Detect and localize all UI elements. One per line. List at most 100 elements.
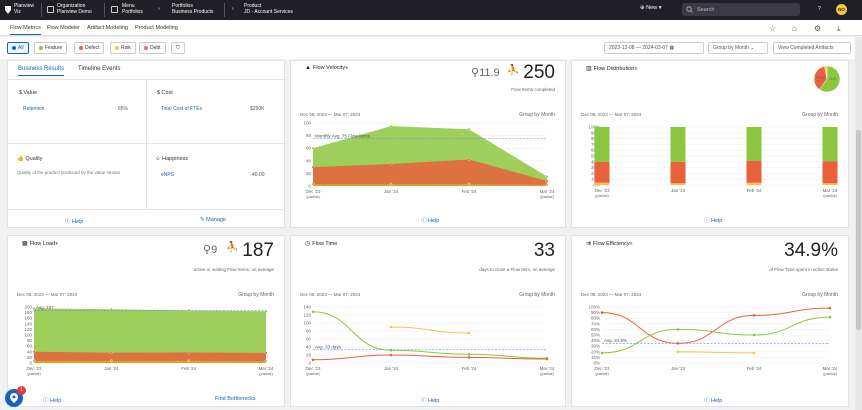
- cost-title: ·$ Cost: [155, 90, 173, 96]
- filter-dot: [79, 45, 83, 50]
- card-title[interactable]: ◷ Flow Time: [305, 241, 338, 247]
- org-selector[interactable]: Organization Planview Demo: [57, 3, 92, 15]
- portfolios-selector[interactable]: Portfolios Business Products: [172, 3, 214, 15]
- help-link[interactable]: ⓘ Help: [421, 398, 440, 404]
- divider: [41, 3, 42, 17]
- cost-item[interactable]: Total Cost of FTEs: [161, 106, 203, 112]
- data-point: [676, 350, 680, 354]
- data-point: [32, 359, 36, 363]
- x-tick-sublabel: (partial): [595, 371, 609, 376]
- data-point: [467, 356, 471, 359]
- tab-flow-metrics[interactable]: Flow Metrics: [10, 25, 41, 35]
- filter-chip-feature[interactable]: Feature: [34, 42, 68, 54]
- x-tick-label: Jan '24: [671, 366, 686, 371]
- distribution-pie: Feat. Def.: [813, 65, 841, 93]
- x-tick-label: Jan '24: [671, 188, 686, 193]
- filter-chip-all[interactable]: All: [7, 42, 29, 54]
- value-item[interactable]: Retention: [23, 106, 45, 112]
- help-link[interactable]: ⓘ Help: [704, 218, 723, 224]
- filter-icon[interactable]: ⛉: [171, 42, 185, 54]
- product-selector[interactable]: Product JD - Account Services: [244, 3, 293, 15]
- data-point: [545, 183, 549, 187]
- data-point: [545, 357, 549, 361]
- card-title[interactable]: ▲ Flow Velocity®: [305, 65, 349, 71]
- x-tick-label: Dec '23: [305, 189, 321, 194]
- group-by-label: Group by Month: [802, 292, 838, 298]
- y-tick-label: 40: [306, 345, 312, 350]
- filter-bar: All Feature Defect Risk Debt ⛉ 2023-12-0…: [0, 37, 862, 59]
- x-tick-sublabel: (partial): [823, 193, 837, 198]
- tab-flow-modeler[interactable]: Flow Modeler: [47, 25, 81, 31]
- menu-selector[interactable]: Menu Portfolios: [122, 3, 143, 15]
- top-bar: Planview Viz Organization Planview Demo Me…: [0, 0, 862, 20]
- card-title[interactable]: ▥ Flow Distribution®: [586, 66, 638, 72]
- data-point: [752, 351, 756, 355]
- y-tick-label: 60%: [591, 327, 600, 332]
- line-series: [312, 311, 548, 359]
- calendar-icon: ▦: [669, 45, 675, 51]
- y-tick-label: 20: [27, 355, 33, 360]
- card-title[interactable]: ⇉ Flow Efficiency®: [586, 241, 633, 247]
- happiness-item[interactable]: eNPS: [161, 172, 175, 178]
- x-tick-label: Mar '24: [823, 188, 838, 193]
- group-by-label: Group by Month: [519, 292, 555, 298]
- organization-icon: [47, 6, 54, 13]
- divider: [8, 79, 286, 80]
- help-link[interactable]: ⓘ Help: [704, 398, 723, 404]
- new-button[interactable]: ⊕ New ▾: [640, 5, 662, 11]
- filter-chip-risk[interactable]: Risk: [110, 42, 136, 54]
- card-title[interactable]: ▦ Flow Load®: [22, 241, 59, 247]
- group-by-select[interactable]: Group by Month ⌄: [708, 42, 768, 54]
- runner-icon: ⛹: [226, 242, 239, 253]
- help-link[interactable]: ⓘ Help: [43, 398, 62, 404]
- x-tick-sublabel: (partial): [823, 371, 837, 376]
- data-point: [545, 179, 549, 183]
- y-tick-label: 0%: [593, 361, 600, 366]
- scrollbar-thumb[interactable]: [856, 130, 861, 330]
- x-tick-label: Dec '23: [26, 366, 42, 371]
- download-icon[interactable]: ⤓: [837, 24, 841, 33]
- x-tick-sublabel: (partial): [540, 194, 554, 199]
- tab-product-modeling[interactable]: Product Modeling: [135, 25, 178, 31]
- star-icon[interactable]: ☆: [769, 24, 777, 33]
- data-point: [187, 351, 191, 354]
- data-point: [467, 127, 471, 131]
- data-point: [467, 331, 471, 335]
- area-series: [34, 360, 266, 363]
- bar-segment: [670, 183, 686, 185]
- bar-segment: [594, 182, 610, 185]
- flow-distribution-card: ▥ Flow Distribution® Feat. Def. Dec 08, 20…: [571, 60, 849, 228]
- line-series: [601, 316, 831, 354]
- tab-artifact-modeling[interactable]: Artifact Modeling: [87, 25, 128, 31]
- data-point: [828, 315, 832, 319]
- value-percent: 65%: [118, 106, 129, 112]
- x-tick-label: Jan '24: [384, 366, 399, 371]
- runner-icon: ⛹: [507, 65, 520, 76]
- data-point: [389, 325, 393, 329]
- tab-business-results[interactable]: Business Results: [18, 66, 65, 76]
- filter-chip-defect[interactable]: Defect: [74, 42, 105, 54]
- home-icon[interactable]: ⌂: [792, 24, 797, 33]
- help-link[interactable]: ⓘ Help: [65, 219, 84, 225]
- gear-icon[interactable]: ⚙: [814, 24, 822, 33]
- data-point: [32, 350, 36, 354]
- load-icon: ▦: [22, 241, 28, 247]
- date-range-input[interactable]: 2023-12-08 — 2024-03-07 ▦: [604, 42, 704, 54]
- filter-chip-debt[interactable]: Debt: [139, 42, 166, 54]
- x-tick-label: Feb '24: [462, 189, 477, 194]
- help-link[interactable]: ⓘ Help: [421, 218, 440, 224]
- plus-circle-icon: ⊕: [640, 5, 645, 11]
- app-logo-text[interactable]: Planview Viz: [14, 3, 35, 15]
- find-bottlenecks-link[interactable]: Find Bottlenecks: [215, 396, 256, 402]
- help-icon[interactable]: ?: [818, 6, 821, 12]
- y-tick-label: 20: [306, 171, 312, 176]
- efficiency-subtitle: of Flow Time spent in active states: [769, 267, 838, 272]
- view-completed-button[interactable]: View Completed Artifacts: [773, 42, 851, 54]
- avatar[interactable]: NO: [836, 4, 847, 15]
- search-input[interactable]: Search: [682, 3, 800, 16]
- tab-timeline-events[interactable]: Timeline Events: [78, 66, 121, 72]
- quality-title: 👍 Quality: [17, 156, 43, 162]
- manage-link[interactable]: ✎ Manage: [200, 217, 227, 223]
